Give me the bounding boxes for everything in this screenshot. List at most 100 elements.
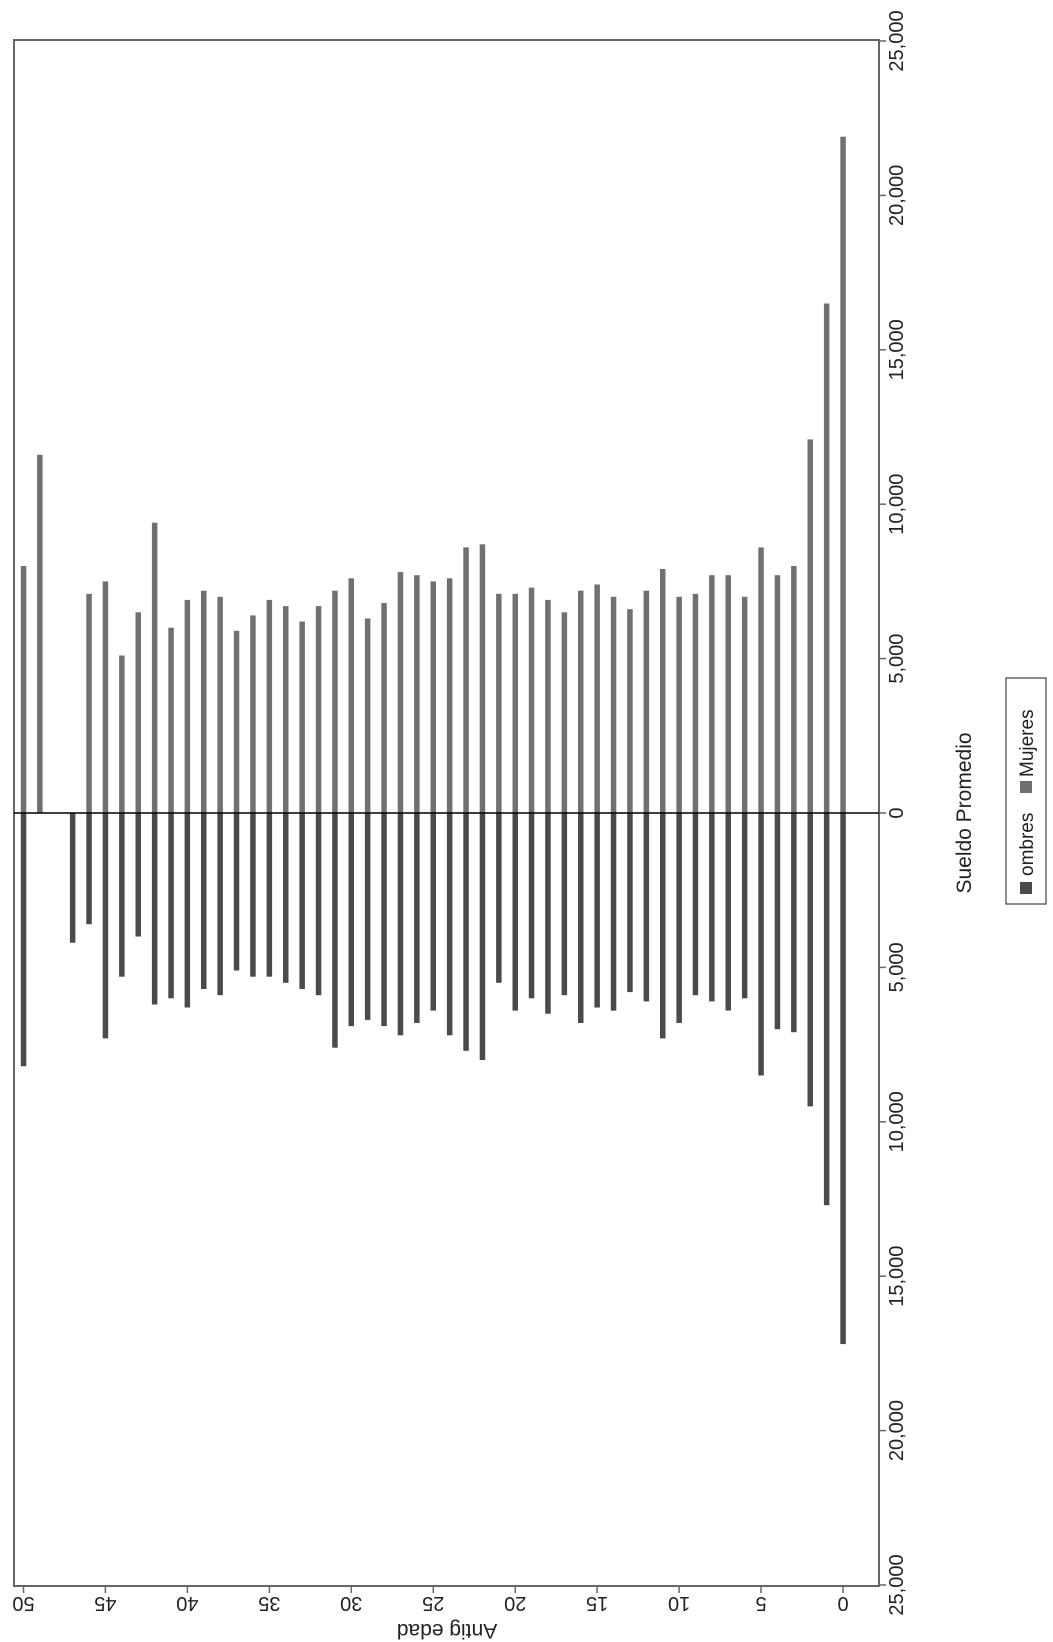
bar-women-age-14 [610,596,617,813]
bar-women-age-13 [627,609,633,813]
bar-men-age-16 [578,813,584,1023]
bar-women-age-33 [299,621,305,813]
bar-women-age-5 [758,547,764,813]
bar-men-age-35 [266,813,273,977]
value-tick-label: 20,000 [886,1400,908,1461]
bar-women-age-9 [692,593,699,813]
bar-men-age-47 [69,813,76,943]
bar-women-age-8 [709,575,715,813]
age-tick-label: 10 [668,1592,690,1614]
value-tick-label: 15,000 [886,1246,908,1307]
bar-women-age-22 [479,544,486,813]
bar-women-age-28 [381,603,387,813]
bar-women-age-50 [20,566,27,813]
age-tick-label: 25 [422,1592,444,1614]
bar-women-age-42 [151,522,158,813]
age-axis-label: Antig edad [397,1619,497,1642]
bar-women-age-11 [660,569,666,813]
age-tick-label: 50 [12,1592,34,1614]
bar-women-age-45 [102,581,109,813]
value-tick-label: 5,000 [886,942,908,992]
bar-men-age-24 [446,813,453,1036]
bar-women-age-2 [807,439,813,813]
bar-men-age-3 [791,813,797,1033]
bar-men-age-14 [610,813,617,1011]
age-tick-label: 40 [176,1592,198,1614]
bar-men-age-6 [741,813,748,999]
bar-men-age-22 [479,813,486,1060]
bar-women-age-25 [430,581,436,813]
bar-men-age-23 [463,813,469,1051]
bar-men-age-39 [201,813,207,989]
age-tick-label: 20 [504,1592,526,1614]
bar-men-age-11 [660,813,666,1039]
legend-swatch-men [1020,882,1032,894]
legend-swatch-women [1020,781,1032,793]
age-tick-label: 35 [258,1592,280,1614]
value-tick-label: 0 [886,807,908,818]
bar-men-age-25 [430,813,436,1011]
bar-men-age-45 [102,813,109,1039]
bar-men-age-33 [299,813,305,989]
bar-men-age-30 [348,813,354,1027]
bar-men-age-40 [184,813,191,1008]
bar-women-age-12 [643,590,650,813]
legend-label-women: Mujeres [1017,709,1038,777]
bar-men-age-42 [151,813,158,1005]
value-tick-label: 10,000 [886,474,908,535]
bar-men-age-1 [823,813,830,1206]
bar-women-age-23 [463,547,469,813]
bar-men-age-46 [86,813,92,925]
bar-men-age-32 [315,813,322,996]
bar-women-age-1 [823,303,830,813]
bar-women-age-10 [676,596,682,813]
bar-men-age-8 [709,813,715,1002]
bar-women-age-39 [201,590,207,813]
bar-women-age-20 [512,593,518,813]
women-bars [20,136,846,813]
bar-men-age-20 [512,813,518,1011]
men-bars [20,813,846,1345]
bar-women-age-43 [135,612,141,813]
bar-women-age-3 [791,566,797,813]
bar-men-age-15 [594,813,600,1008]
legend-label-men: ombres [1017,813,1038,876]
bar-men-age-44 [119,813,125,977]
bar-women-age-29 [364,618,371,813]
bar-men-age-50 [20,813,27,1067]
bar-women-age-36 [250,615,256,813]
bar-women-age-26 [414,575,420,813]
bar-women-age-37 [233,630,240,813]
age-tick-label: 5 [755,1592,766,1614]
bar-women-age-41 [168,627,174,813]
bar-women-age-19 [528,587,535,813]
value-tick-label: 5,000 [886,634,908,684]
bar-men-age-13 [627,813,633,993]
bar-women-age-30 [348,578,354,813]
bar-women-age-32 [315,606,322,813]
bar-men-age-17 [561,813,568,996]
legend: ombres Mujeres [1005,677,1047,905]
bar-men-age-18 [545,813,551,1014]
bar-women-age-31 [332,590,338,813]
bar-men-age-19 [528,813,535,999]
bar-women-age-18 [545,599,551,813]
bar-men-age-31 [332,813,338,1048]
bar-women-age-38 [217,596,223,813]
bar-women-age-21 [496,593,502,813]
value-axis: 25,000 20,000 15,000 10,000 5,000 0 5,000 10,00… [879,10,908,1616]
value-tick-label: 20,000 [886,165,908,226]
bar-women-age-34 [283,606,289,813]
bar-men-age-37 [233,813,240,971]
bar-men-age-21 [496,813,502,983]
bar-men-age-43 [135,813,141,937]
value-tick-label: 25,000 [886,1554,908,1615]
bar-women-age-7 [725,575,731,813]
value-axis-label: Sueldo Promedio [953,732,976,893]
bar-men-age-38 [217,813,223,996]
bar-women-age-46 [86,593,92,813]
age-tick-label: 45 [94,1592,116,1614]
bar-men-age-27 [397,813,404,1036]
bar-men-age-10 [676,813,682,1023]
